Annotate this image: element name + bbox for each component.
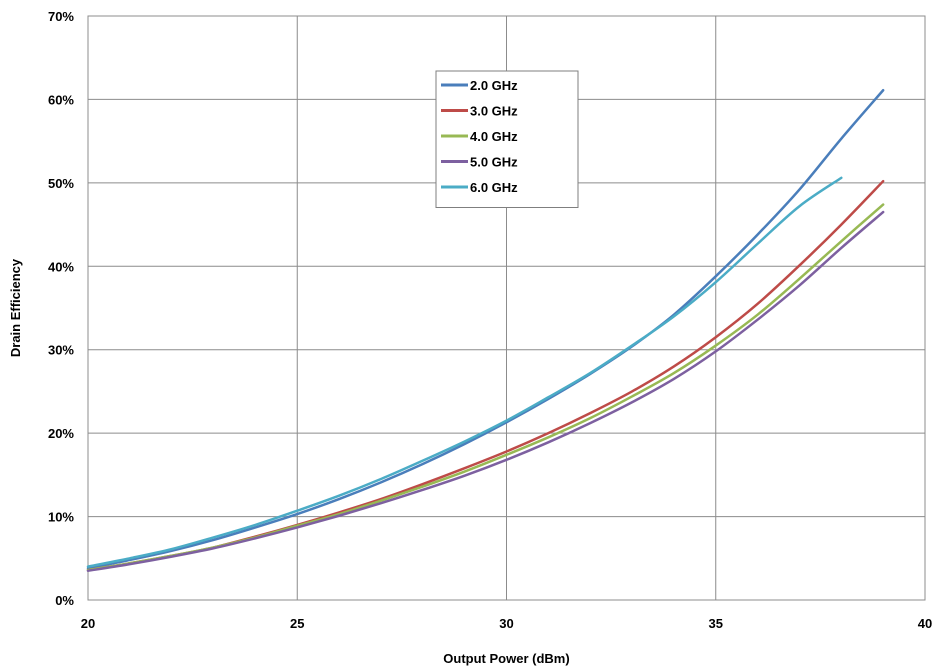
y-tick-label: 50% — [48, 176, 74, 191]
x-tick-label: 20 — [81, 616, 95, 631]
legend: 2.0 GHz 3.0 GHz 4.0 GHz 5.0 GHz 6.0 GHz — [435, 70, 579, 208]
y-tick-label: 0% — [55, 593, 74, 608]
x-tick-label: 40 — [918, 616, 932, 631]
y-tick-label: 10% — [48, 510, 74, 525]
series-lines — [86, 89, 885, 573]
y-tick-label: 60% — [48, 92, 74, 107]
series-line-1 — [86, 89, 885, 570]
y-tick-label: 30% — [48, 343, 74, 358]
x-tick-label: 35 — [709, 616, 723, 631]
legend-label: 6.0 GHz — [470, 180, 518, 195]
x-axis-title: Output Power (dBm) — [443, 651, 569, 666]
x-tick-label: 25 — [290, 616, 304, 631]
series-line-4 — [86, 210, 885, 573]
x-axis-tick-labels: 20 25 30 35 40 — [81, 616, 932, 631]
y-tick-label: 40% — [48, 259, 74, 274]
legend-label: 4.0 GHz — [470, 129, 518, 144]
plot-area-border — [87, 15, 926, 601]
gridlines — [88, 16, 925, 600]
legend-label: 2.0 GHz — [470, 78, 518, 93]
x-tick-label: 30 — [499, 616, 513, 631]
y-axis-tick-labels: 0% 10% 20% 30% 40% 50% 60% 70% — [48, 9, 74, 608]
legend-box — [435, 70, 579, 208]
legend-label: 3.0 GHz — [470, 104, 518, 119]
legend-label: 5.0 GHz — [470, 155, 518, 170]
y-tick-label: 20% — [48, 426, 74, 441]
y-axis-title: Drain Efficiency — [8, 258, 23, 357]
series-line-5 — [86, 176, 843, 568]
y-tick-label: 70% — [48, 9, 74, 24]
